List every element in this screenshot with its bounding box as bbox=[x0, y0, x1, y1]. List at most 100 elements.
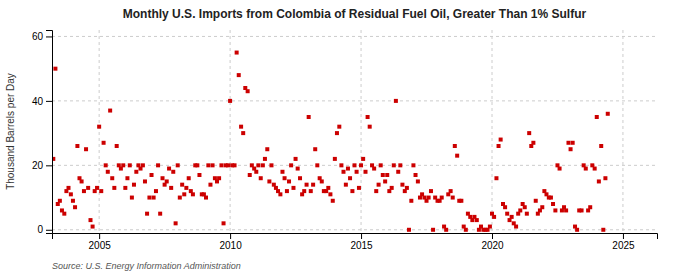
point bbox=[278, 192, 282, 196]
title: Monthly U.S. Imports from Colombia of Re… bbox=[123, 7, 587, 21]
x-tick-label: 2025 bbox=[612, 240, 635, 251]
point bbox=[549, 196, 553, 200]
point bbox=[307, 115, 311, 119]
point bbox=[89, 218, 93, 222]
y-tick-label: 20 bbox=[32, 160, 44, 171]
point bbox=[171, 170, 175, 174]
point bbox=[346, 167, 350, 171]
point bbox=[398, 163, 402, 167]
point bbox=[208, 183, 212, 187]
point bbox=[339, 163, 343, 167]
plot-area: 200520102015202020250204060 bbox=[32, 30, 658, 251]
point bbox=[409, 199, 413, 203]
point bbox=[569, 147, 573, 151]
point bbox=[115, 144, 119, 148]
point bbox=[67, 186, 71, 190]
point bbox=[130, 196, 134, 200]
point bbox=[298, 176, 302, 180]
point bbox=[259, 176, 263, 180]
point bbox=[411, 163, 415, 167]
point bbox=[219, 163, 223, 167]
point bbox=[145, 212, 149, 216]
point bbox=[503, 205, 507, 209]
point bbox=[416, 179, 420, 183]
point bbox=[385, 173, 389, 177]
point bbox=[333, 157, 337, 161]
y-tick: 20 bbox=[32, 160, 52, 171]
point bbox=[566, 141, 570, 145]
y-tick-label: 0 bbox=[37, 224, 43, 235]
point bbox=[326, 186, 330, 190]
point bbox=[599, 144, 603, 148]
point bbox=[571, 141, 575, 145]
point bbox=[588, 205, 592, 209]
point bbox=[289, 163, 293, 167]
point bbox=[75, 144, 79, 148]
x-tick: 2010 bbox=[219, 233, 242, 251]
point bbox=[132, 183, 136, 187]
point bbox=[176, 163, 180, 167]
x-axis: 20052010201520202025 bbox=[53, 233, 658, 251]
grid-line-y bbox=[52, 36, 657, 37]
point bbox=[123, 186, 127, 190]
point bbox=[364, 170, 368, 174]
x-axis-line bbox=[53, 234, 658, 240]
point bbox=[390, 186, 394, 190]
x-tick-line bbox=[623, 233, 624, 239]
point bbox=[241, 131, 245, 135]
y-tick: 60 bbox=[32, 31, 52, 42]
point bbox=[593, 167, 597, 171]
point bbox=[494, 176, 498, 180]
point bbox=[335, 131, 339, 135]
x-tick-label: 2010 bbox=[219, 240, 242, 251]
point bbox=[95, 186, 99, 190]
point bbox=[344, 183, 348, 187]
point bbox=[492, 215, 496, 219]
point bbox=[217, 176, 221, 180]
point bbox=[427, 196, 431, 200]
point bbox=[505, 212, 509, 216]
grid-line-x bbox=[230, 30, 231, 233]
point bbox=[440, 196, 444, 200]
point bbox=[178, 196, 182, 200]
y-axis-line bbox=[46, 31, 53, 234]
point bbox=[499, 138, 503, 142]
point bbox=[104, 163, 108, 167]
point bbox=[400, 183, 404, 187]
point bbox=[475, 218, 479, 222]
point bbox=[143, 179, 147, 183]
point bbox=[514, 225, 518, 229]
point bbox=[287, 179, 291, 183]
point bbox=[283, 176, 287, 180]
x-tick: 2015 bbox=[350, 233, 373, 251]
point bbox=[80, 179, 84, 183]
point bbox=[73, 205, 77, 209]
point bbox=[152, 196, 156, 200]
x-tick-label: 2005 bbox=[89, 240, 112, 251]
point bbox=[206, 163, 210, 167]
point bbox=[195, 163, 199, 167]
point bbox=[342, 170, 346, 174]
point bbox=[377, 183, 381, 187]
point bbox=[488, 225, 492, 229]
point bbox=[86, 186, 90, 190]
point bbox=[315, 163, 319, 167]
point bbox=[355, 170, 359, 174]
point bbox=[147, 196, 151, 200]
point bbox=[510, 215, 514, 219]
point bbox=[584, 167, 588, 171]
grid-line-x bbox=[622, 30, 623, 233]
point bbox=[121, 163, 125, 167]
point bbox=[84, 147, 88, 151]
point bbox=[553, 208, 557, 212]
source: Source: U.S. Energy Information Administ… bbox=[52, 261, 241, 271]
point bbox=[256, 163, 260, 167]
point bbox=[302, 189, 306, 193]
point bbox=[263, 157, 267, 161]
y-tick: 0 bbox=[37, 224, 52, 235]
point bbox=[134, 170, 138, 174]
point bbox=[595, 115, 599, 119]
point bbox=[497, 144, 501, 148]
point bbox=[233, 163, 237, 167]
point bbox=[156, 163, 160, 167]
